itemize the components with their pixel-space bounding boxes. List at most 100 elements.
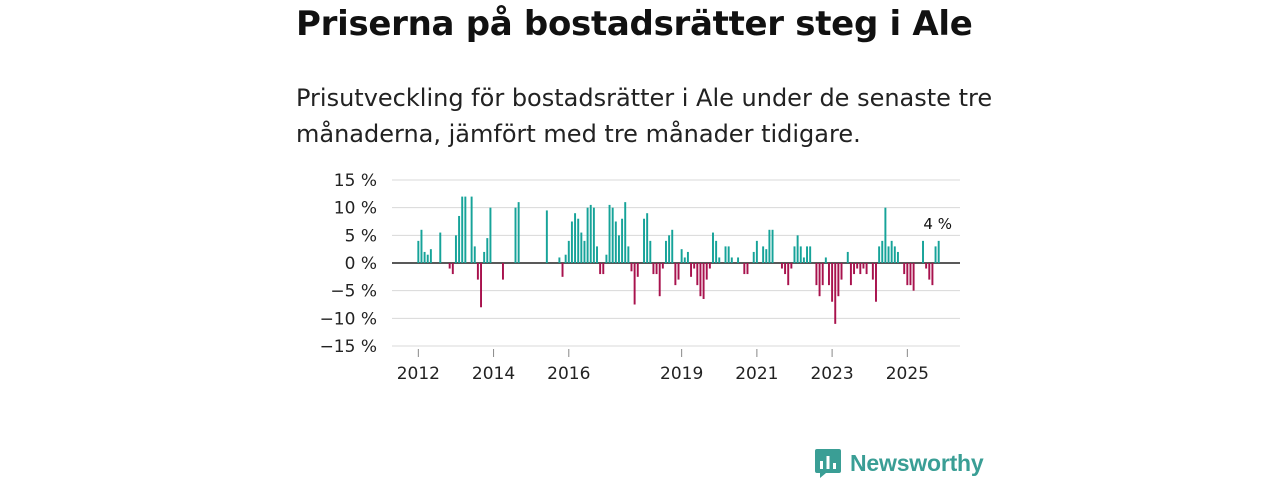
bar xyxy=(818,263,821,297)
bar xyxy=(617,235,620,263)
bar xyxy=(652,263,655,275)
bars xyxy=(417,196,940,324)
bar xyxy=(586,207,589,263)
x-tick-label: 2014 xyxy=(472,364,515,384)
bar xyxy=(934,246,937,263)
bar xyxy=(821,263,824,286)
bar xyxy=(561,263,564,277)
annotations: 4 % xyxy=(923,215,952,233)
bar xyxy=(853,263,856,275)
bar-chart: 15 %10 %5 %0 %−5 %−10 %−15 % 2012 2014 201… xyxy=(320,171,960,384)
bar xyxy=(752,251,755,263)
bar xyxy=(602,263,605,275)
bar xyxy=(831,263,834,302)
bar xyxy=(451,263,454,275)
bar xyxy=(856,263,859,269)
bar xyxy=(827,263,830,286)
bar xyxy=(680,249,683,263)
bar xyxy=(696,263,699,286)
bar xyxy=(517,202,520,263)
y-tick-label: −15 % xyxy=(320,337,377,357)
bar xyxy=(730,257,733,263)
y-tick-label: 0 % xyxy=(345,254,377,274)
bar xyxy=(690,263,693,277)
bar xyxy=(683,257,686,263)
x-tick-label: 2021 xyxy=(735,364,778,384)
bar xyxy=(570,221,573,263)
bar xyxy=(661,263,664,269)
x-tick-label: 2016 xyxy=(547,364,590,384)
bar xyxy=(658,263,661,297)
bar xyxy=(686,251,689,263)
bar xyxy=(489,207,492,263)
bar xyxy=(486,238,489,263)
bar xyxy=(564,254,567,263)
bar xyxy=(655,263,658,275)
bar xyxy=(458,215,461,263)
bar xyxy=(461,196,464,263)
bar xyxy=(922,240,924,263)
logo-text: Newsworthy xyxy=(850,449,984,476)
bar xyxy=(674,263,677,286)
bar xyxy=(762,246,765,263)
bar xyxy=(768,229,771,263)
bar xyxy=(799,246,802,263)
bar xyxy=(865,263,868,275)
bar xyxy=(928,263,931,280)
bar xyxy=(605,254,608,263)
bar xyxy=(896,251,899,263)
bar xyxy=(480,263,482,308)
x-tick-label: 2023 xyxy=(810,364,853,384)
bar xyxy=(925,263,928,269)
y-tick-label: 15 % xyxy=(334,171,377,191)
bar xyxy=(583,240,586,263)
bar xyxy=(420,229,423,263)
bar xyxy=(614,221,617,263)
bar xyxy=(545,210,548,263)
bar xyxy=(599,263,602,275)
bar xyxy=(824,257,827,263)
bar xyxy=(664,240,667,263)
bar xyxy=(596,246,598,263)
bar xyxy=(871,263,874,280)
y-tick-label: −10 % xyxy=(320,309,377,329)
bar xyxy=(884,207,887,263)
bar xyxy=(574,213,577,263)
bar xyxy=(708,263,711,269)
bar xyxy=(878,246,881,263)
bar xyxy=(834,263,837,324)
bar xyxy=(862,263,865,269)
bar xyxy=(702,263,705,299)
bar xyxy=(806,246,809,263)
bar xyxy=(796,235,799,263)
y-axis-labels: 15 % 10 % 5 % 0 % −5 % −10 % −15 % xyxy=(320,171,377,357)
bar xyxy=(875,263,877,302)
bar xyxy=(937,240,940,263)
bar xyxy=(643,218,645,263)
bar xyxy=(787,263,790,286)
bar xyxy=(705,263,708,280)
bar xyxy=(633,263,636,305)
bar xyxy=(724,246,727,263)
bar xyxy=(426,254,429,263)
bar xyxy=(558,257,561,263)
bar xyxy=(780,263,783,269)
chart-title: Priserna på bostadsrätter steg i Ale xyxy=(296,4,973,44)
bar xyxy=(802,257,805,263)
x-tick-label: 2019 xyxy=(660,364,703,384)
bar xyxy=(611,207,614,263)
bar xyxy=(809,246,812,263)
bar xyxy=(837,263,840,297)
bar xyxy=(567,240,570,263)
bar xyxy=(727,246,730,263)
newsworthy-logo: Newsworthy xyxy=(814,445,984,481)
bar xyxy=(790,263,793,269)
bar xyxy=(454,235,457,263)
bar xyxy=(473,246,476,263)
x-axis: 2012 2014 2016 2019 2021 2023 2025 xyxy=(397,349,929,384)
bar xyxy=(881,240,884,263)
bar xyxy=(887,246,890,263)
bar xyxy=(439,232,442,263)
bar xyxy=(621,218,624,263)
bar xyxy=(483,251,486,263)
